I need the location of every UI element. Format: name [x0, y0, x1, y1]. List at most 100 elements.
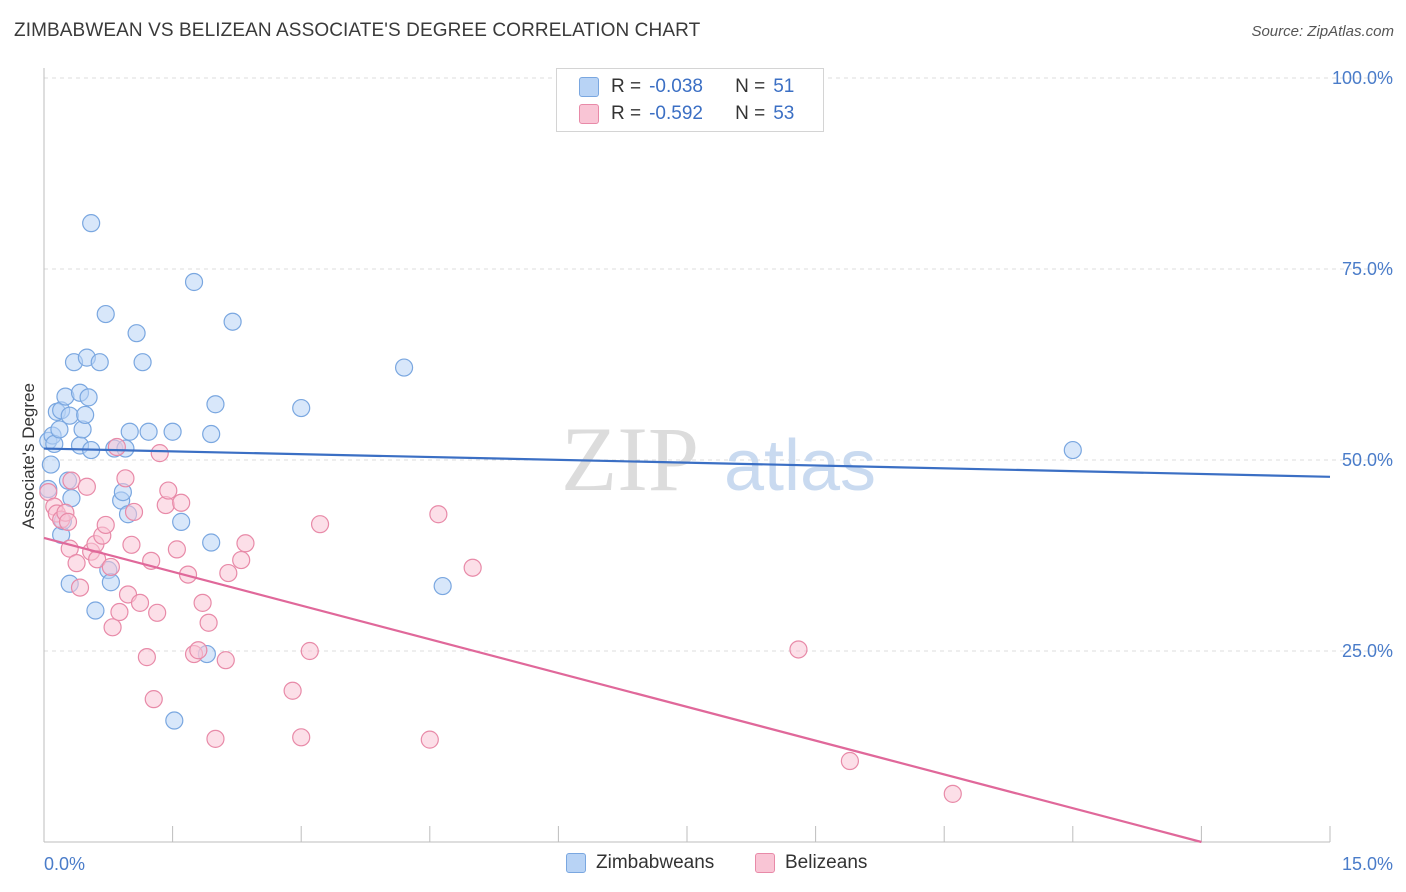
data-point: [96, 304, 115, 324]
data-point: [133, 353, 152, 372]
data-point: [236, 534, 255, 553]
data-point: [107, 437, 126, 457]
data-point: [159, 481, 178, 500]
data-point: [172, 512, 191, 531]
data-point: [58, 512, 78, 531]
trend-line-zimbabweans: [43, 447, 1331, 478]
data-point: [292, 398, 311, 418]
correlation-legend: R = -0.038 N = 51 R = -0.592 N = 53: [556, 68, 824, 132]
y-tick-label: 25.0%: [1342, 641, 1393, 661]
data-point: [199, 613, 218, 632]
data-point: [122, 535, 141, 554]
data-point: [139, 422, 158, 441]
data-point: [86, 601, 105, 620]
data-point: [232, 550, 251, 570]
legend-swatch-belizeans: [755, 853, 775, 873]
legend-item-belizeans[interactable]: Belizeans: [755, 852, 867, 874]
data-point: [137, 648, 156, 667]
data-point: [189, 641, 208, 660]
data-point: [77, 477, 96, 496]
data-point: [101, 573, 120, 592]
legend-n-label: N =: [735, 76, 766, 97]
data-point: [300, 641, 319, 661]
legend-swatch-zimbabweans: [579, 77, 599, 97]
legend-r-value: -0.038: [649, 76, 703, 97]
data-point: [172, 493, 191, 512]
data-point: [41, 455, 60, 474]
data-point: [202, 533, 221, 552]
data-point: [1063, 440, 1082, 460]
data-point: [310, 515, 330, 534]
data-point: [70, 578, 90, 597]
data-point: [184, 272, 204, 292]
data-point: [76, 405, 95, 425]
data-point: [943, 784, 962, 803]
legend-n-value: 51: [773, 76, 795, 97]
data-point: [193, 593, 212, 612]
legend-label-zimbabweans: Zimbabweans: [596, 852, 715, 873]
data-point: [67, 554, 86, 573]
watermark: ZIP atlas: [561, 408, 876, 510]
axes: [43, 68, 1331, 843]
trend-lines: [43, 447, 1331, 844]
legend-r-label: R =: [611, 76, 642, 97]
data-point: [60, 406, 79, 425]
data-point: [79, 388, 98, 407]
data-point: [202, 424, 221, 444]
data-point: [148, 603, 167, 622]
data-point: [433, 576, 452, 596]
legend-row-zimbabweans: R = -0.038 N = 51: [579, 75, 794, 99]
data-point: [116, 469, 135, 488]
data-point: [90, 353, 109, 372]
data-point: [124, 502, 144, 522]
data-point: [127, 324, 146, 343]
legend-r-value: -0.592: [649, 103, 703, 124]
legend-swatch-zimbabweans: [566, 853, 586, 873]
data-point: [110, 602, 129, 622]
data-point: [206, 395, 225, 414]
watermark-zip: ZIP: [561, 408, 699, 510]
legend-r-label: R =: [611, 103, 642, 124]
legend-n-label: N =: [735, 103, 766, 124]
data-point: [165, 711, 184, 730]
data-point: [223, 312, 242, 331]
data-point: [840, 751, 859, 771]
y-tick-label: 100.0%: [1332, 68, 1393, 88]
data-point: [206, 729, 225, 748]
legend-item-zimbabweans[interactable]: Zimbabweans: [566, 852, 714, 874]
data-point: [62, 471, 81, 490]
data-point: [144, 690, 163, 709]
data-point: [103, 618, 122, 637]
data-points: [39, 214, 1082, 803]
chart-title: ZIMBABWEAN VS BELIZEAN ASSOCIATE'S DEGRE…: [14, 20, 701, 41]
x-tick-label: 0.0%: [44, 854, 85, 874]
legend-row-belizeans: R = -0.592 N = 53: [579, 102, 794, 126]
y-axis-label: Associate's Degree: [19, 383, 38, 529]
data-point: [120, 422, 139, 441]
y-tick-label: 50.0%: [1342, 450, 1393, 470]
legend-n-value: 53: [773, 103, 795, 124]
data-point: [101, 557, 120, 577]
data-point: [429, 505, 448, 524]
data-point: [130, 593, 150, 612]
legend-swatch-belizeans: [579, 104, 599, 124]
grid-lines: [44, 77, 1392, 652]
data-point: [292, 728, 311, 747]
data-point: [163, 422, 182, 441]
x-tick-label: 15.0%: [1342, 854, 1393, 874]
data-point: [463, 558, 482, 577]
data-point: [420, 730, 439, 749]
data-point: [219, 563, 238, 583]
tick-labels: 25.0% 50.0% 75.0% 100.0% 0.0% 15.0%: [44, 68, 1393, 874]
y-tick-label: 75.0%: [1342, 259, 1393, 279]
data-point: [789, 640, 808, 659]
data-point: [283, 681, 302, 700]
series-belizeans: [39, 437, 962, 803]
data-point: [150, 444, 169, 463]
data-point: [96, 515, 115, 535]
legend-label-belizeans: Belizeans: [785, 852, 868, 873]
source-label: Source: ZipAtlas.com: [1251, 23, 1394, 40]
data-point: [50, 420, 69, 439]
trend-line-belizeans: [43, 536, 1202, 844]
